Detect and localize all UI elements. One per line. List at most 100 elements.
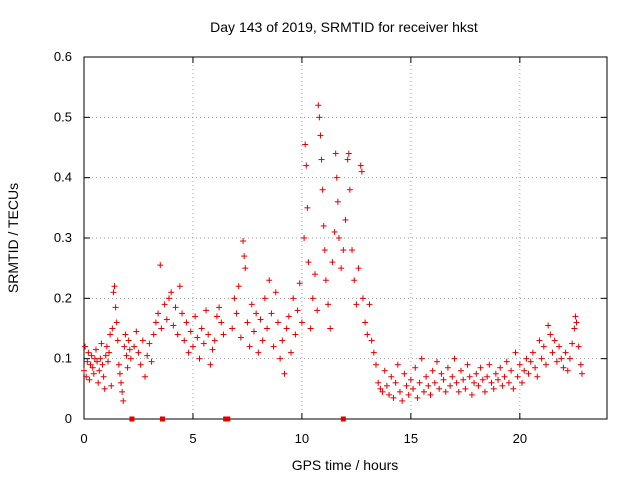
data-point [158,325,165,332]
data-point [317,132,324,139]
data-point [321,247,328,254]
data-point [477,364,484,371]
data-point [244,319,251,326]
data-point [107,331,114,338]
data-point [192,313,199,320]
data-point [83,373,90,380]
data-point [338,265,345,272]
data-point [207,361,214,368]
x-tick-label: 5 [189,431,196,446]
data-point [174,331,181,338]
data-point [383,382,390,389]
data-point [497,364,504,371]
chart-title: Day 143 of 2019, SRMTID for receiver hks… [210,19,478,35]
data-point [440,376,447,383]
data-point [425,382,432,389]
data-point [122,331,129,338]
data-point [564,367,571,374]
data-point [434,358,441,365]
data-point [133,328,140,335]
data-point [412,364,419,371]
x-tick-label: 10 [295,431,309,446]
data-point [120,397,127,404]
data-point [438,370,445,377]
data-point [113,319,120,326]
data-point [573,319,580,326]
data-point [392,379,399,386]
data-point [205,331,212,338]
data-point [401,370,408,377]
data-point [399,397,406,404]
data-point [345,150,352,157]
data-point [549,349,556,356]
data-point [488,379,495,386]
data-point [272,289,279,296]
data-point [176,283,183,290]
data-point [82,343,89,350]
data-point [274,319,281,326]
data-point [490,385,497,392]
data-point [246,343,253,350]
data-point [423,373,430,380]
data-point [538,355,545,362]
data-point [314,307,321,314]
data-point [108,382,115,389]
y-tick-label: 0.5 [54,109,72,124]
data-point [390,394,397,401]
data-point [381,367,388,374]
data-point [241,253,248,260]
data-point [349,247,356,254]
data-point [534,373,541,380]
data-point [99,361,106,368]
data-point [135,349,142,356]
data-point [84,358,91,365]
data-point [466,373,473,380]
data-point [168,289,175,296]
data-point [194,334,201,341]
data-point [473,370,480,377]
data-point [157,262,164,269]
y-tick-label: 0.2 [54,290,72,305]
data-point [100,373,107,380]
data-point [455,388,462,395]
data-point [268,310,275,317]
data-point [209,346,216,353]
data-point [242,265,249,272]
data-point [577,361,584,368]
data-point [394,361,401,368]
data-point [283,325,290,332]
data-point [92,346,99,353]
data-point [101,385,108,392]
data-point [420,388,427,395]
data-point [104,358,111,365]
data-point [407,376,414,383]
data-point [255,349,262,356]
data-point [198,325,205,332]
data-point [566,355,573,362]
data-point [514,373,521,380]
data-point [553,358,560,365]
y-tick-label: 0.1 [54,351,72,366]
data-point [281,370,288,377]
data-point [462,385,469,392]
zero-value-marker [159,416,165,422]
data-point [353,301,360,308]
data-point [569,340,576,347]
data-point [503,358,510,365]
data-point [270,343,277,350]
data-point [148,358,155,365]
data-point [508,367,515,374]
data-point [91,355,98,362]
data-point [116,370,123,377]
data-point [121,343,128,350]
data-point [240,238,247,245]
data-point [558,355,565,362]
data-point [532,364,539,371]
data-point [203,307,210,314]
data-point [266,277,273,284]
data-point [479,376,486,383]
data-point [457,367,464,374]
data-point [346,186,353,193]
data-point [334,198,341,205]
